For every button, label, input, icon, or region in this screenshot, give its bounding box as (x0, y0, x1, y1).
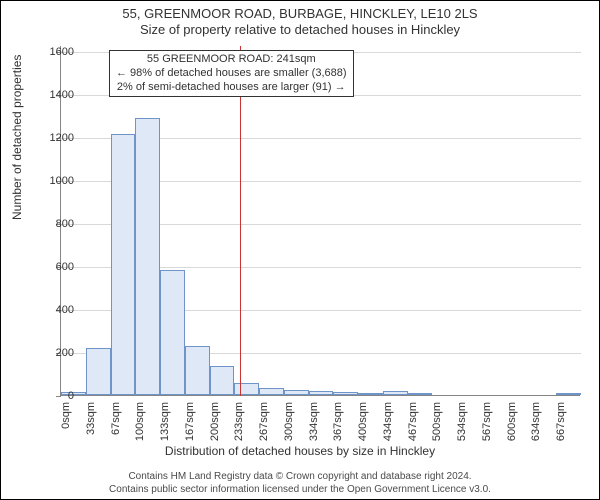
annot-line-1: 55 GREENMOOR ROAD: 241sqm (116, 53, 347, 67)
histogram-bar (284, 390, 309, 395)
histogram-bar (556, 393, 581, 395)
histogram-bar (234, 383, 259, 395)
xtick-label: 634sqm (530, 402, 542, 442)
xtick-label: 500sqm (431, 402, 443, 442)
histogram-bar (185, 346, 210, 395)
xtick-label: 467sqm (407, 402, 419, 442)
reference-line (240, 46, 241, 396)
histogram-bar (358, 393, 383, 395)
histogram-bar (383, 391, 408, 395)
ytick-label: 800 (56, 218, 74, 230)
footer-line-2: Contains public sector information licen… (0, 484, 600, 497)
ytick-label: 0 (68, 390, 74, 402)
ytick-label: 600 (56, 261, 74, 273)
xtick-label: 300sqm (283, 402, 295, 442)
chart-title-sub: Size of property relative to detached ho… (0, 21, 600, 37)
xtick-label: 200sqm (209, 402, 221, 442)
xtick-label: 567sqm (481, 402, 493, 442)
xtick-label: 600sqm (506, 402, 518, 442)
histogram-bar (160, 270, 185, 395)
xtick-label: 0sqm (60, 402, 72, 442)
histogram-bar (333, 392, 358, 395)
chart-title-main: 55, GREENMOOR ROAD, BURBAGE, HINCKLEY, L… (0, 0, 600, 21)
chart-area: 55 GREENMOOR ROAD: 241sqm← 98% of detach… (60, 46, 580, 396)
ytick-label: 400 (56, 304, 74, 316)
plot-region: 55 GREENMOOR ROAD: 241sqm← 98% of detach… (60, 46, 580, 396)
xtick-label: 534sqm (456, 402, 468, 442)
xtick-label: 167sqm (184, 402, 196, 442)
histogram-bar (86, 348, 111, 395)
xtick-label: 67sqm (110, 402, 122, 442)
ytick-label: 1400 (50, 89, 74, 101)
ytick-label: 1200 (50, 132, 74, 144)
xtick-label: 367sqm (332, 402, 344, 442)
histogram-bar (111, 134, 136, 395)
xtick-label: 100sqm (134, 402, 146, 442)
footer-line-1: Contains HM Land Registry data © Crown c… (0, 471, 600, 484)
xtick-label: 33sqm (85, 402, 97, 442)
y-axis-label: Number of detached properties (10, 55, 24, 220)
histogram-bar (135, 118, 160, 395)
ytick-label: 1600 (50, 46, 74, 58)
annot-line-2: ← 98% of detached houses are smaller (3,… (116, 67, 347, 81)
footer-attribution: Contains HM Land Registry data © Crown c… (0, 471, 600, 496)
ytick-label: 1000 (50, 175, 74, 187)
xtick-label: 334sqm (308, 402, 320, 442)
xtick-label: 434sqm (382, 402, 394, 442)
xtick-label: 233sqm (233, 402, 245, 442)
xtick-label: 400sqm (357, 402, 369, 442)
xtick-label: 667sqm (555, 402, 567, 442)
annotation-box: 55 GREENMOOR ROAD: 241sqm← 98% of detach… (109, 50, 354, 97)
ytick-label: 200 (56, 347, 74, 359)
x-axis-label: Distribution of detached houses by size … (0, 444, 600, 458)
histogram-bar (210, 366, 235, 395)
histogram-bar (309, 391, 334, 395)
annot-line-3: 2% of semi-detached houses are larger (9… (116, 81, 347, 95)
xtick-label: 267sqm (258, 402, 270, 442)
histogram-bar (408, 393, 433, 395)
xtick-label: 133sqm (159, 402, 171, 442)
ytick-mark (56, 396, 61, 397)
histogram-bar (259, 388, 284, 396)
